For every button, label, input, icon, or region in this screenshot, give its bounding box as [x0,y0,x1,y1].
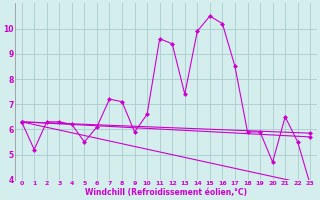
X-axis label: Windchill (Refroidissement éolien,°C): Windchill (Refroidissement éolien,°C) [85,188,247,197]
